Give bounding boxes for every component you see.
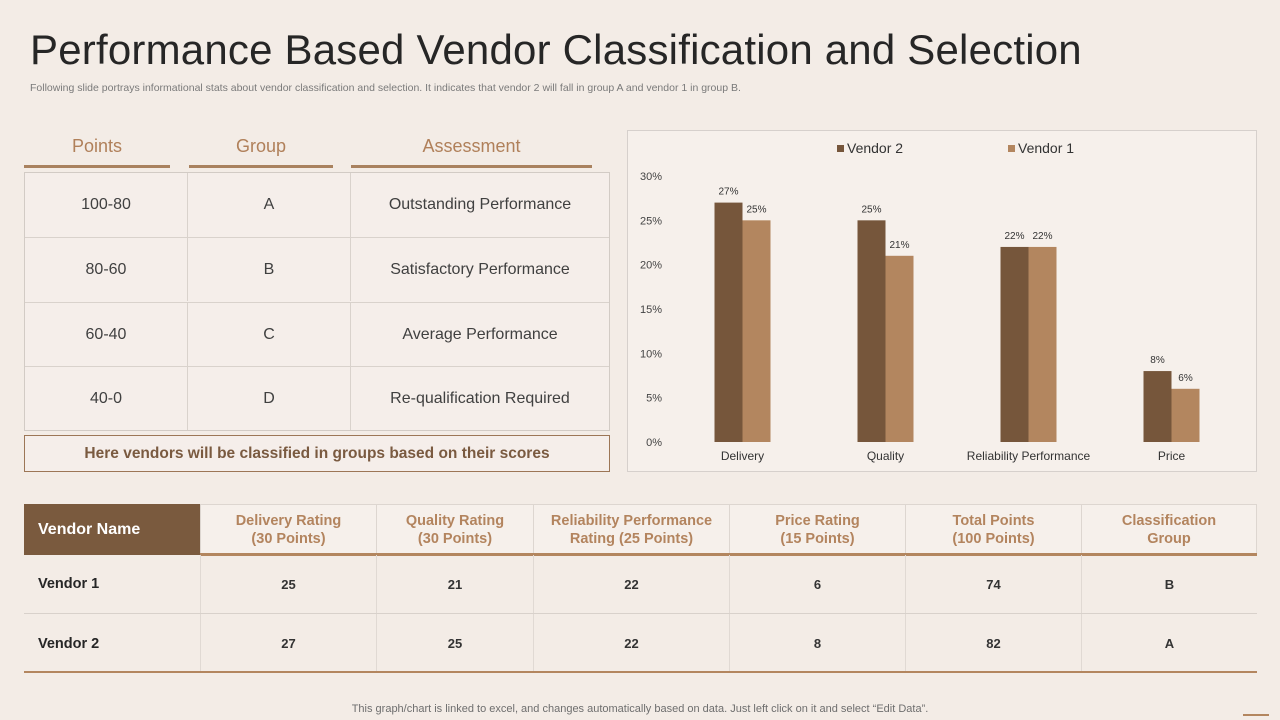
group-table-row: 40-0 D Re-qualification Required [25, 366, 609, 430]
data-label: 22% [1004, 231, 1024, 242]
group-cell: B [187, 238, 350, 301]
vendor-name-cell: Vendor 1 [38, 576, 100, 592]
header-line: Quality Rating [405, 513, 505, 529]
data-label: 27% [718, 187, 738, 198]
y-tick-label: 5% [646, 393, 662, 405]
total-cell: 74 [905, 555, 1081, 613]
y-tick-label: 0% [646, 437, 662, 449]
classification-note: Here vendors will be classified in group… [24, 435, 610, 472]
quality-cell: 25 [376, 614, 533, 673]
points-cell: 60-40 [85, 325, 127, 343]
group-table-row: 100-80 A Outstanding Performance [25, 173, 609, 237]
reliability-cell: 22 [533, 555, 729, 613]
page-title: Performance Based Vendor Classification … [30, 26, 1082, 73]
y-tick-label: 10% [640, 348, 662, 360]
bar-vendor-2 [1000, 246, 1029, 442]
assessment-cell: Outstanding Performance [350, 173, 609, 237]
group-cell: A [1081, 614, 1257, 673]
total-points-header: Total Points (100 Points) [905, 504, 1081, 555]
header-line: (100 Points) [952, 531, 1035, 547]
quality-cell: 21 [376, 555, 533, 613]
vendor-name-header: Vendor Name [24, 504, 200, 555]
header-line: Group [1147, 531, 1191, 547]
corner-accent [1243, 714, 1269, 716]
group-table-row: 60-40 C Average Performance [25, 302, 609, 366]
delivery-cell: 25 [200, 555, 376, 613]
vendor-table: Vendor Name Delivery Rating (30 Points) Q… [24, 504, 1257, 673]
table-row: Vendor 2 27 25 22 8 82 A [24, 614, 1257, 673]
y-tick-label: 30% [640, 171, 662, 183]
page-subtitle: Following slide portrays informational s… [30, 82, 741, 94]
x-tick-label: Delivery [721, 449, 764, 463]
header-line: (30 Points) [251, 531, 326, 547]
data-label: 21% [889, 240, 909, 251]
vendor-name-cell: Vendor 2 [38, 635, 100, 652]
legend-label: Vendor 2 [847, 140, 903, 156]
points-cell: 80-60 [85, 260, 127, 278]
data-label: 22% [1032, 231, 1052, 242]
reliability-cell: 22 [533, 614, 729, 673]
bar-vendor-1 [742, 220, 771, 442]
x-tick-label: Price [1158, 449, 1186, 463]
delivery-rating-header: Delivery Rating (30 Points) [200, 504, 376, 555]
assessment-cell: Average Performance [350, 303, 609, 366]
bar-vendor-1 [1028, 246, 1057, 442]
header-line: Price Rating [775, 513, 860, 529]
group-cell: D [187, 367, 350, 430]
legend-swatch [1008, 145, 1015, 152]
bar-vendor-2 [857, 220, 886, 442]
points-cell: 40-0 [89, 389, 123, 407]
data-label: 8% [1150, 355, 1165, 366]
header-line: Delivery Rating [235, 513, 342, 529]
reliability-rating-header: Reliability Performance Rating (25 Points… [533, 504, 729, 555]
points-header: Points [24, 136, 170, 168]
quality-rating-header: Quality Rating (30 Points) [376, 504, 533, 555]
bar-vendor-1 [1171, 388, 1200, 442]
legend-swatch [837, 145, 844, 152]
vendor-bar-chart[interactable]: 0% 5% 10% 15% 20% 25% 30% 27% 25% Delivery 25% 21% Q… [627, 130, 1257, 472]
y-tick-label: 25% [640, 215, 662, 227]
header-line: Total Points [952, 513, 1035, 529]
y-tick-label: 15% [640, 304, 662, 316]
assessment-cell: Re-qualification Required [350, 367, 609, 430]
group-table: 100-80 A Outstanding Performance 80-60 B… [24, 172, 610, 431]
header-line: Rating (25 Points) [569, 531, 694, 547]
legend-label: Vendor 1 [1018, 140, 1074, 156]
group-cell: C [187, 303, 350, 366]
price-rating-header: Price Rating (15 Points) [729, 504, 905, 555]
assessment-header: Assessment [351, 136, 592, 168]
group-cell: B [1081, 555, 1257, 613]
header-line: (15 Points) [780, 531, 855, 547]
group-header: Group [189, 136, 333, 168]
chart-svg: 0% 5% 10% 15% 20% 25% 30% 27% 25% Delivery 25% 21% Q… [640, 140, 1200, 463]
bar-vendor-2 [714, 202, 743, 442]
y-tick-label: 20% [640, 260, 662, 272]
data-label: 25% [746, 204, 766, 215]
bar-vendor-1 [885, 255, 914, 442]
price-cell: 8 [729, 614, 905, 673]
header-line: Classification [1121, 513, 1217, 529]
price-cell: 6 [729, 555, 905, 613]
table-row: Vendor 1 25 21 22 6 74 B [24, 555, 1257, 614]
x-tick-label: Reliability Performance [967, 449, 1091, 463]
group-table-row: 80-60 B Satisfactory Performance [25, 237, 609, 301]
header-underline [200, 553, 1257, 556]
data-label: 25% [861, 204, 881, 215]
classification-group-header: Classification Group [1081, 504, 1257, 555]
total-cell: 82 [905, 614, 1081, 673]
table-bottom-rule [24, 671, 1257, 673]
data-label: 6% [1178, 373, 1193, 384]
group-cell: A [187, 173, 350, 237]
footer-note: This graph/chart is linked to excel, and… [351, 703, 929, 715]
assessment-cell: Satisfactory Performance [350, 238, 609, 301]
x-tick-label: Quality [867, 449, 904, 463]
header-line: Reliability Performance [550, 513, 713, 529]
header-line: (30 Points) [417, 531, 493, 547]
delivery-cell: 27 [200, 614, 376, 673]
bar-vendor-2 [1143, 371, 1172, 442]
points-cell: 100-80 [81, 196, 131, 213]
